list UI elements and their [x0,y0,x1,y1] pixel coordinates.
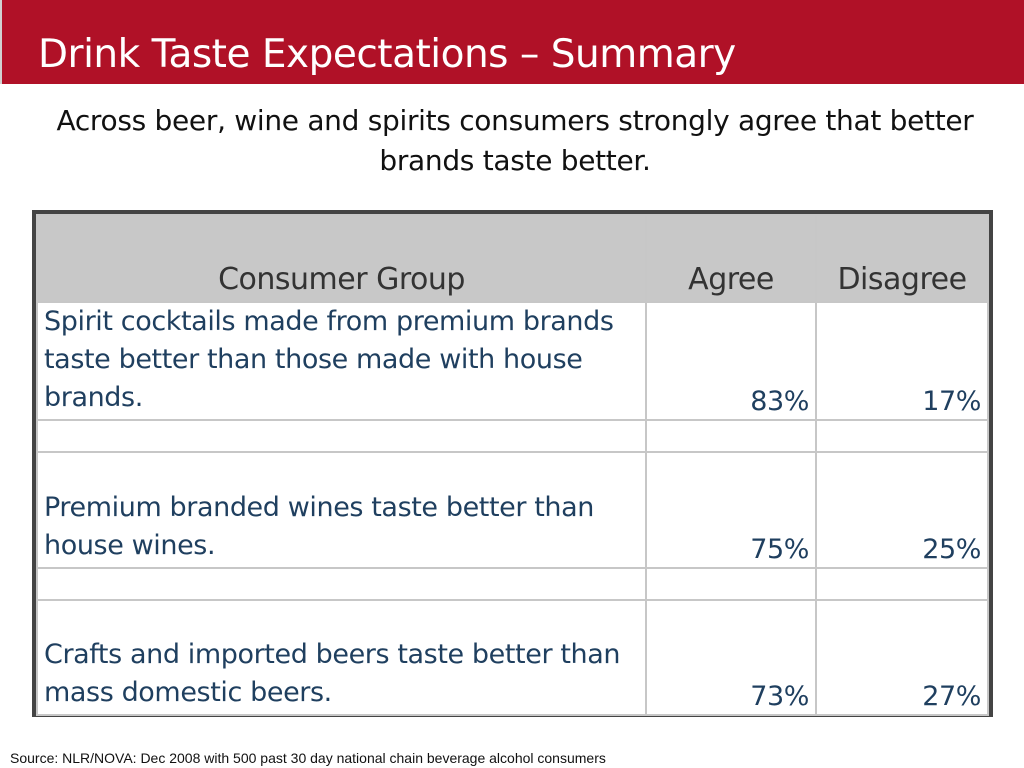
source-footnote: Source: NLR/NOVA: Dec 2008 with 500 past… [10,750,606,766]
spacer-cell [36,419,647,453]
row-spirits-group: Spirit cocktails made from premium brand… [36,301,647,421]
row-beer-disagree: 27% [815,599,989,716]
header-consumer-group: Consumer Group [36,214,647,303]
slide-title: Drink Taste Expectations – Summary [38,32,736,77]
table-header-row: Consumer Group Agree Disagree [36,214,989,303]
row-spirits-agree: 83% [645,301,817,421]
slide-subtitle: Across beer, wine and spirits consumers … [56,104,974,177]
table-row: Spirit cocktails made from premium brand… [36,301,989,421]
table-spacer-row [36,419,989,453]
table-spacer-row [36,567,989,601]
summary-table-frame: Consumer Group Agree Disagree Spirit coc… [32,210,993,717]
spacer-cell [815,567,989,601]
table-row: Premium branded wines taste better than … [36,451,989,569]
summary-table: Consumer Group Agree Disagree Spirit coc… [36,214,989,716]
row-beer-group: Crafts and imported beers taste better t… [36,599,647,716]
spacer-cell [815,419,989,453]
spacer-cell [645,567,817,601]
table-row: Crafts and imported beers taste better t… [36,599,989,716]
row-wine-group: Premium branded wines taste better than … [36,451,647,569]
header-disagree: Disagree [815,214,989,303]
row-wine-agree: 75% [645,451,817,569]
row-beer-agree: 73% [645,599,817,716]
row-wine-disagree: 25% [815,451,989,569]
spacer-cell [645,419,817,453]
header-agree: Agree [645,214,817,303]
row-spirits-disagree: 17% [815,301,989,421]
title-bar: Drink Taste Expectations – Summary [0,0,1024,84]
spacer-cell [36,567,647,601]
